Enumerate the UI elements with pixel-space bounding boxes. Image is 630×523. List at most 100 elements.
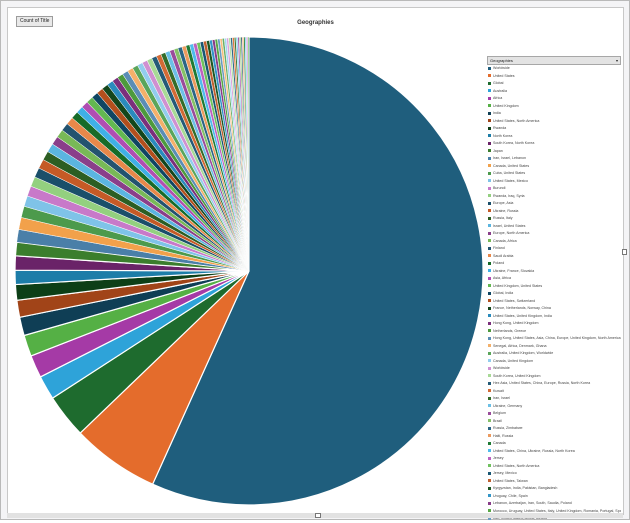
- resize-handle[interactable]: [622, 249, 627, 255]
- legend-item[interactable]: United Kingdom: [487, 103, 621, 111]
- chart-title: Geographies: [297, 20, 334, 26]
- legend-item[interactable]: United States: [487, 73, 621, 81]
- legend-item[interactable]: Kyrgyzstan, India, Pakistan, Bangladesh: [487, 485, 621, 493]
- legend-swatch: [488, 149, 491, 153]
- legend-item[interactable]: Australia, United Kingdom, Worldwide: [487, 350, 621, 358]
- chevron-down-icon[interactable]: ▾: [615, 58, 618, 63]
- legend-item[interactable]: Russia, Italy: [487, 215, 621, 223]
- legend-item-label: Australia, United Kingdom, Worldwide: [493, 351, 554, 355]
- legend-item-label: South Korea, North Korea: [493, 141, 535, 145]
- legend-swatch: [488, 291, 491, 295]
- legend-item[interactable]: Netherlands, Greece: [487, 328, 621, 336]
- legend-swatch: [488, 501, 491, 505]
- legend-item[interactable]: Cuba, United States: [487, 170, 621, 178]
- legend-swatch: [488, 224, 491, 228]
- pie-slice[interactable]: [247, 36, 250, 272]
- legend-item-label: Senegal, Africa, Denmark, Ghana: [493, 343, 547, 348]
- legend-swatch: [488, 201, 491, 205]
- legend-item-label: Kuwait: [493, 388, 504, 393]
- legend-item[interactable]: Hex Asia, United States, China, Europe, …: [487, 380, 621, 388]
- legend-item[interactable]: Israel, United States: [487, 223, 621, 231]
- legend-item[interactable]: Iran, Israel, Lebanon: [487, 155, 621, 163]
- legend-item[interactable]: Belgium: [487, 410, 621, 418]
- legend-item[interactable]: Lebanon, Azerbaijan, Iran, South, Saudia…: [487, 500, 621, 508]
- legend-swatch: [488, 366, 491, 370]
- legend-item[interactable]: Haiti, Russia: [487, 433, 621, 441]
- legend-item[interactable]: Europe, Asia: [487, 200, 621, 208]
- legend-item[interactable]: Canada: [487, 440, 621, 448]
- legend-item[interactable]: Burundi: [487, 185, 621, 193]
- legend-item[interactable]: Saudi Arabia: [487, 253, 621, 261]
- legend-item[interactable]: Global, India: [487, 290, 621, 298]
- legend-item[interactable]: Europe, North America: [487, 230, 621, 238]
- legend-item[interactable]: South Korea, North Korea: [487, 140, 621, 148]
- legend-item[interactable]: Ukraine, France, Slovakia: [487, 268, 621, 276]
- pie-slice[interactable]: [151, 36, 484, 506]
- legend-item[interactable]: United States, Mexico: [487, 178, 621, 186]
- legend-item[interactable]: North Korea: [487, 133, 621, 141]
- legend-item[interactable]: Canada, United States: [487, 163, 621, 171]
- legend-swatch: [488, 96, 491, 100]
- legend-item[interactable]: Global: [487, 80, 621, 88]
- legend-item-label: North Korea: [493, 133, 513, 138]
- legend-item[interactable]: Worldwide: [487, 365, 621, 373]
- legend-item[interactable]: Iran, Israel: [487, 395, 621, 403]
- legend-item[interactable]: Senegal, Africa, Denmark, Ghana: [487, 343, 621, 351]
- legend-item[interactable]: United States, North America: [487, 118, 621, 126]
- legend-item[interactable]: South Korea, United Kingdom: [487, 373, 621, 381]
- legend-item[interactable]: Jersey, Mexico: [487, 470, 621, 478]
- legend-item[interactable]: United States, China, Ukraine, Russia, N…: [487, 448, 621, 456]
- legend-item[interactable]: Canada, Africa: [487, 238, 621, 246]
- legend-item[interactable]: Ukraine, Germany: [487, 403, 621, 411]
- legend-item-label: Ukraine, Russia: [493, 208, 519, 213]
- legend-item-label: Canada, Africa: [493, 238, 517, 243]
- legend-item[interactable]: Uruguay, Chile, Spain: [487, 493, 621, 501]
- legend-swatch: [488, 171, 491, 175]
- legend-item[interactable]: Iran, United States, Africa, Mexico: [487, 515, 621, 523]
- legend-item[interactable]: Rwanda, Iraq, Syria: [487, 193, 621, 201]
- legend-swatch: [488, 479, 491, 483]
- legend-item[interactable]: Jersey: [487, 455, 621, 463]
- legend-filter-button[interactable]: Geographies ▾: [487, 56, 621, 65]
- legend-item[interactable]: Kuwait: [487, 388, 621, 396]
- legend-item-label: Russia, Zimbabwe: [493, 426, 523, 430]
- legend-item[interactable]: Rwanda: [487, 125, 621, 133]
- legend-item[interactable]: Canada, United Kingdom: [487, 358, 621, 366]
- scroll-thumb[interactable]: [315, 513, 321, 518]
- legend-item[interactable]: United States, North America: [487, 463, 621, 471]
- legend-item[interactable]: Africa: [487, 95, 621, 103]
- legend-swatch: [488, 119, 491, 123]
- legend-item[interactable]: Australia: [487, 88, 621, 96]
- legend-swatch: [488, 276, 491, 280]
- legend-item[interactable]: Hong Kong, United Kingdom: [487, 320, 621, 328]
- chart-area: Count of Title Geographies Geographies ▾…: [7, 7, 624, 520]
- legend-item[interactable]: Hong Kong, United States, Asia, China, E…: [487, 335, 621, 343]
- legend-item[interactable]: France, Netherlands, Norway, China: [487, 305, 621, 313]
- legend-item[interactable]: Asia, Africa: [487, 275, 621, 283]
- legend-item-label: United States, China, Ukraine, Russia, N…: [493, 448, 575, 453]
- legend-swatch: [488, 141, 491, 145]
- legend-swatch: [488, 254, 491, 258]
- legend-swatch: [488, 471, 491, 475]
- field-button-count-of-title[interactable]: Count of Title: [16, 16, 54, 27]
- legend-item[interactable]: Russia, Zimbabwe: [487, 425, 621, 433]
- legend-item[interactable]: Ukraine, Russia: [487, 208, 621, 216]
- legend-swatch: [488, 411, 491, 415]
- legend-item[interactable]: United States, United Kingdom, India: [487, 313, 621, 321]
- legend-item[interactable]: Poland: [487, 260, 621, 268]
- legend-item-label: Ukraine, Germany: [493, 403, 523, 408]
- horizontal-scrollbar[interactable]: [7, 513, 623, 518]
- legend-item[interactable]: United States, Taiwan: [487, 478, 621, 486]
- legend-item[interactable]: Finland: [487, 245, 621, 253]
- legend: Geographies ▾ Worldwide United States Glob…: [487, 56, 621, 523]
- legend-item[interactable]: India: [487, 110, 621, 118]
- legend-item[interactable]: United States, Switzerland: [487, 298, 621, 306]
- legend-item-label: Worldwide: [493, 66, 510, 70]
- legend-item[interactable]: United Kingdom, United States: [487, 283, 621, 291]
- legend-swatch: [488, 486, 491, 490]
- legend-item[interactable]: Worldwide: [487, 65, 621, 73]
- legend-item[interactable]: Brazil: [487, 418, 621, 426]
- legend-item[interactable]: Morocco, Uruguay, United States, Italy, …: [487, 508, 621, 516]
- legend-swatch: [488, 74, 491, 78]
- legend-item[interactable]: Japan: [487, 148, 621, 156]
